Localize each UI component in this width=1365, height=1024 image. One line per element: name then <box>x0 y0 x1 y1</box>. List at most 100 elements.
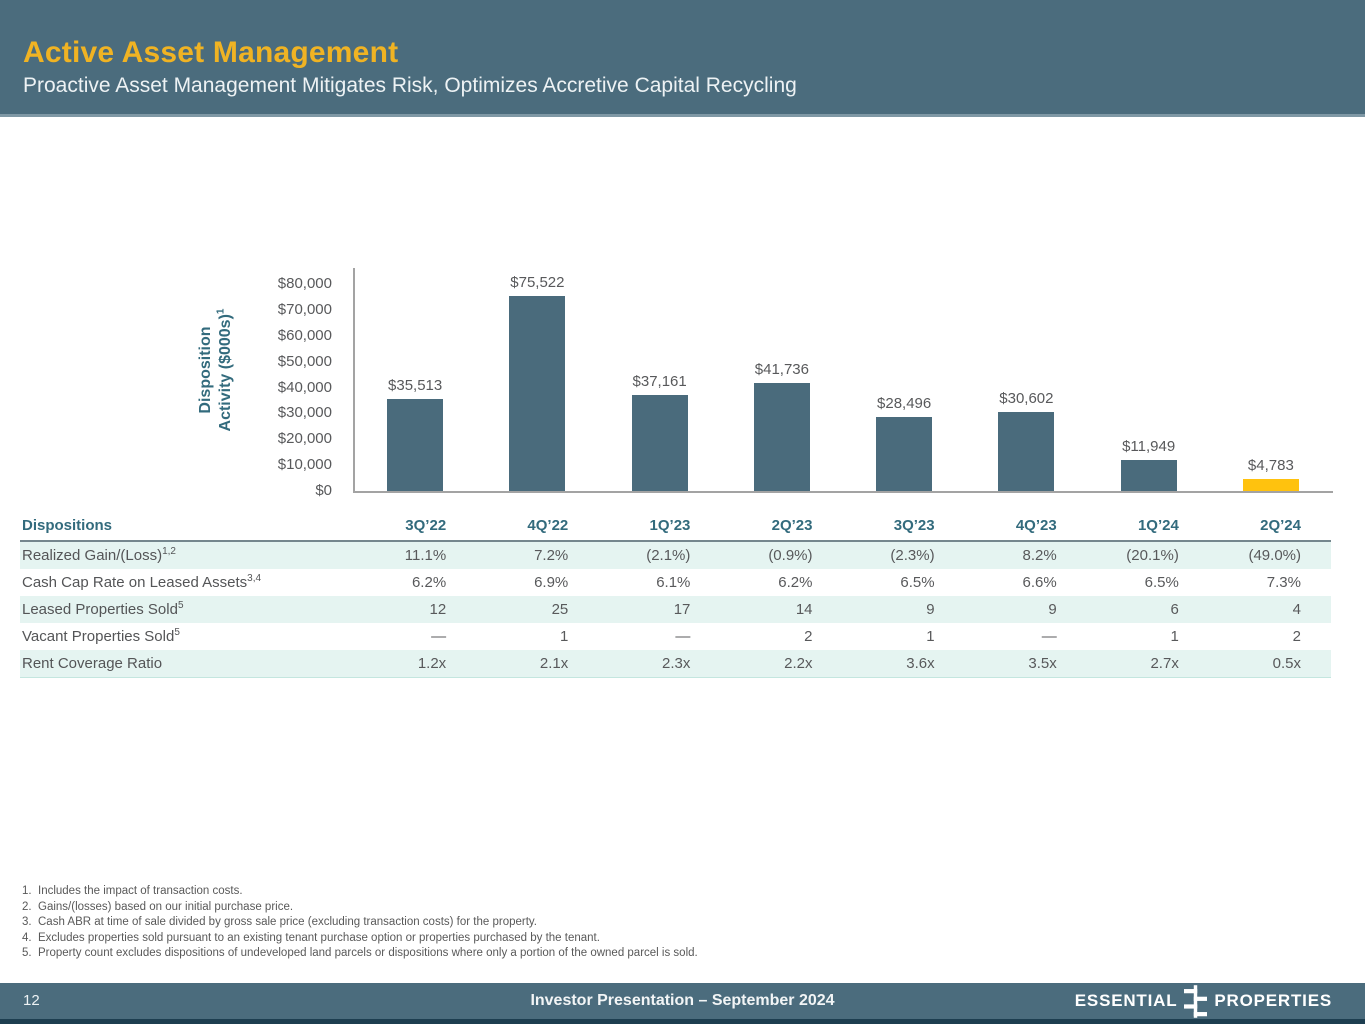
bar-value-label: $41,736 <box>754 361 809 378</box>
y-tick-label: $80,000 <box>277 275 332 292</box>
table-cell: (20.1%) <box>1086 541 1209 569</box>
bar-2Q’23 <box>753 383 810 491</box>
table-cell: 6.5% <box>900 574 935 591</box>
page-title: Active Asset Management <box>23 36 399 69</box>
table-cell: 3.6x <box>842 650 965 678</box>
table-cell: 1 <box>926 628 935 645</box>
bar-value-label: $30,602 <box>999 390 1054 407</box>
table-cell: 2 <box>1292 628 1301 645</box>
table-cell: 1 <box>1170 628 1179 645</box>
y-tick-label: $40,000 <box>277 378 332 396</box>
bar-slot: $28,496 <box>843 284 965 491</box>
table-cell: (2.3%) <box>842 541 965 569</box>
table-cell: 14 <box>720 596 843 623</box>
logo-text-properties: PROPERTIES <box>1214 991 1332 1010</box>
y-tick-label: $10,000 <box>277 456 332 474</box>
table-cell: (2.1%) <box>598 541 721 569</box>
company-logo: ESSENTIAL PROPERTIES <box>1075 983 1332 1019</box>
table-cell: 25 <box>476 596 599 623</box>
y-tick-label: $0 <box>315 482 332 499</box>
column-header: 1Q’23 <box>598 512 721 542</box>
column-header: 2Q’24 <box>1208 512 1331 542</box>
plot-area: $35,513 $75,522 $37,161 $41,736 $28,496 $30,6… <box>354 274 1332 491</box>
bar-4Q’23 <box>998 412 1055 491</box>
table-cell: 0.5x <box>1208 650 1331 678</box>
bar-slot: $11,949 <box>1088 284 1210 491</box>
bar-slot: $35,513 <box>354 284 476 491</box>
y-axis-ticks: $80,000 $70,000 $60,000 $50,000 $40,000 $30,0… <box>230 275 332 505</box>
footer-bar: 12 Investor Presentation – September 202… <box>0 983 1365 1019</box>
table-cell: 6.5% <box>1144 574 1179 591</box>
column-header: 4Q’22 <box>476 512 599 542</box>
table-cell: 4 <box>1208 596 1331 623</box>
bar-3Q’23 <box>876 417 933 491</box>
table-cell: 9 <box>964 596 1087 623</box>
table-cell: (0.9%) <box>720 541 843 569</box>
table-cell: 1.2x <box>354 650 477 678</box>
footnote: 2. Gains/(losses) based on our initial pu… <box>22 900 294 913</box>
footer-accent-strip <box>0 1019 1365 1024</box>
table-cell: (49.0%) <box>1208 541 1331 569</box>
bar-value-label: $28,496 <box>877 395 932 412</box>
essential-properties-logo-icon <box>1184 984 1208 1018</box>
column-header: 4Q’23 <box>964 512 1087 542</box>
logo-text-essential: ESSENTIAL <box>1074 991 1178 1010</box>
table-cell: 6.6% <box>1022 574 1057 591</box>
bar-value-label: $37,161 <box>632 373 687 390</box>
table-cell: 2.1x <box>476 650 599 678</box>
table-cell: 7.2% <box>476 541 599 569</box>
y-tick-label: $60,000 <box>277 326 332 344</box>
column-header: 1Q’24 <box>1086 512 1209 542</box>
table-row: Realized Gain/(Loss)1,2 11.1% 7.2% (2.1%) (0… <box>20 541 1331 569</box>
table-title: Dispositions <box>20 512 355 542</box>
bar-value-label: $4,783 <box>1247 457 1294 474</box>
footnote: 5. Property count excludes dispositions o… <box>22 947 698 960</box>
bar-1Q’23 <box>631 395 688 491</box>
table-cell: — <box>431 628 447 645</box>
y-axis-title-footnote-ref: 1 <box>215 308 227 315</box>
header: Active Asset Management Proactive Asset … <box>0 0 1365 117</box>
table-row: Rent Coverage Ratio 1.2x 2.1x 2.3x 2.2x 3.6x 3… <box>20 650 1331 678</box>
y-tick-label: $20,000 <box>277 430 332 448</box>
table-cell: — <box>1041 628 1057 645</box>
table-cell: 6.2% <box>778 574 813 591</box>
footnotes: 1. Includes the impact of transaction cos… <box>22 884 1322 962</box>
column-header: 2Q’23 <box>720 512 843 542</box>
bar-2Q’24 <box>1242 479 1299 491</box>
table-cell: 7.3% <box>1266 574 1301 591</box>
bar-slot: $4,783 <box>1210 284 1332 491</box>
x-axis-line <box>353 491 1333 493</box>
table-cell: 8.2% <box>964 541 1087 569</box>
table-cell: 17 <box>598 596 721 623</box>
table-cell: 6.2% <box>411 574 447 591</box>
footnote: 4. Excludes properties sold pursuant to a… <box>22 931 600 944</box>
footnote: 3. Cash ABR at time of sale divided by gr… <box>22 916 537 929</box>
table-cell: 12 <box>354 596 477 623</box>
bar-slot: $41,736 <box>721 284 843 491</box>
table-cell: 2.2x <box>720 650 843 678</box>
table-cell: 2 <box>804 628 813 645</box>
table-cell: — <box>675 628 691 645</box>
footnote: 1. Includes the impact of transaction cos… <box>22 885 243 897</box>
row-label: Leased Properties Sold5 <box>20 596 355 623</box>
y-tick-label: $50,000 <box>277 352 332 370</box>
table-row: Vacant Properties Sold5 — 1 — 2 1 — 1 2 <box>20 623 1331 650</box>
row-label: Rent Coverage Ratio <box>20 650 355 678</box>
table-cell: 6.9% <box>534 574 569 591</box>
row-label: Vacant Properties Sold5 <box>22 627 180 646</box>
table-cell: 3.5x <box>964 650 1087 678</box>
bar-value-label: $35,513 <box>388 377 443 394</box>
table-cell: 11.1% <box>354 541 477 569</box>
table-cell: 6 <box>1086 596 1209 623</box>
table-header-row: Dispositions 3Q’22 4Q’22 1Q’23 2Q’23 3Q’23 4Q… <box>20 512 1331 542</box>
column-header: 3Q’23 <box>842 512 965 542</box>
bar-value-label: $75,522 <box>510 274 565 291</box>
bar-4Q’22 <box>509 296 566 491</box>
bar-value-label: $11,949 <box>1122 438 1176 455</box>
bar-3Q’22 <box>387 399 444 491</box>
column-header: 3Q’22 <box>354 512 477 542</box>
y-axis-line <box>353 268 355 492</box>
bar-slot: $37,161 <box>599 284 721 491</box>
bar-1Q’24 <box>1120 460 1177 491</box>
table-cell: 2.7x <box>1086 650 1209 678</box>
